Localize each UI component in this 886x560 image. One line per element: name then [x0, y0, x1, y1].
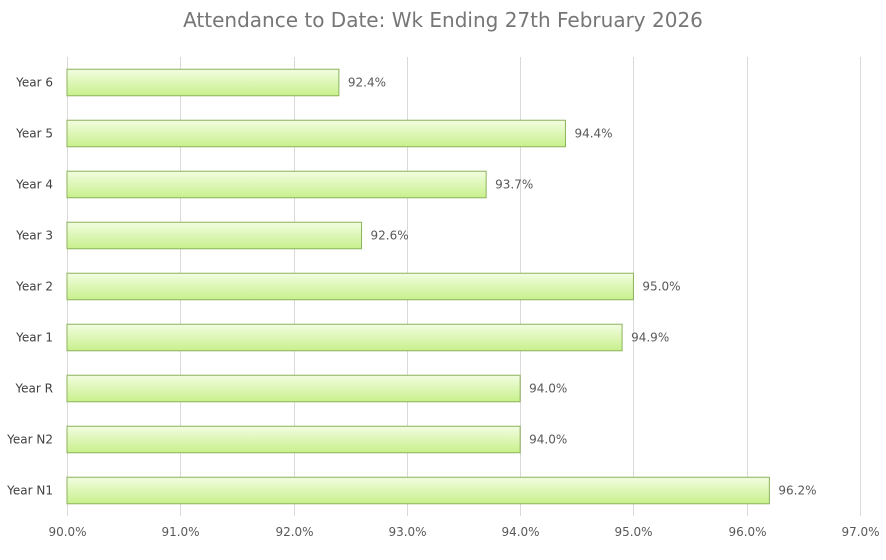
x-tick-label: 92.0%: [275, 525, 313, 539]
chart-title: Attendance to Date: Wk Ending 27th Febru…: [183, 8, 703, 32]
x-tick-label: 93.0%: [388, 525, 426, 539]
x-tick-label: 91.0%: [161, 525, 199, 539]
category-label: Year 2: [15, 280, 53, 294]
category-label: Year 4: [15, 178, 53, 192]
bar: [66, 425, 521, 454]
bar: [66, 68, 340, 97]
bar: [66, 272, 634, 301]
data-label: 92.4%: [348, 76, 386, 90]
category-label: Year 3: [15, 229, 53, 243]
bar: [66, 476, 770, 505]
data-label: 95.0%: [642, 280, 680, 294]
category-label: Year 1: [15, 331, 53, 345]
data-label: 94.0%: [529, 433, 567, 447]
x-tick-label: 95.0%: [614, 525, 652, 539]
bar: [66, 119, 566, 148]
data-label: 96.2%: [778, 484, 816, 498]
category-label: Year R: [14, 382, 53, 396]
x-tick-label: 96.0%: [728, 525, 766, 539]
category-label: Year 6: [15, 76, 53, 90]
category-label: Year N2: [6, 433, 53, 447]
x-tick-label: 90.0%: [48, 525, 86, 539]
bar: [66, 323, 623, 352]
bar: [66, 170, 487, 199]
bar: [66, 221, 363, 250]
data-label: 94.4%: [574, 127, 612, 141]
data-label: 94.0%: [529, 382, 567, 396]
bar: [66, 374, 521, 403]
category-label: Year N1: [6, 484, 53, 498]
x-tick-label: 94.0%: [501, 525, 539, 539]
x-tick-label: 97.0%: [841, 525, 879, 539]
data-label: 93.7%: [495, 178, 533, 192]
data-label: 94.9%: [631, 331, 669, 345]
category-label: Year 5: [15, 127, 53, 141]
data-label: 92.6%: [371, 229, 409, 243]
